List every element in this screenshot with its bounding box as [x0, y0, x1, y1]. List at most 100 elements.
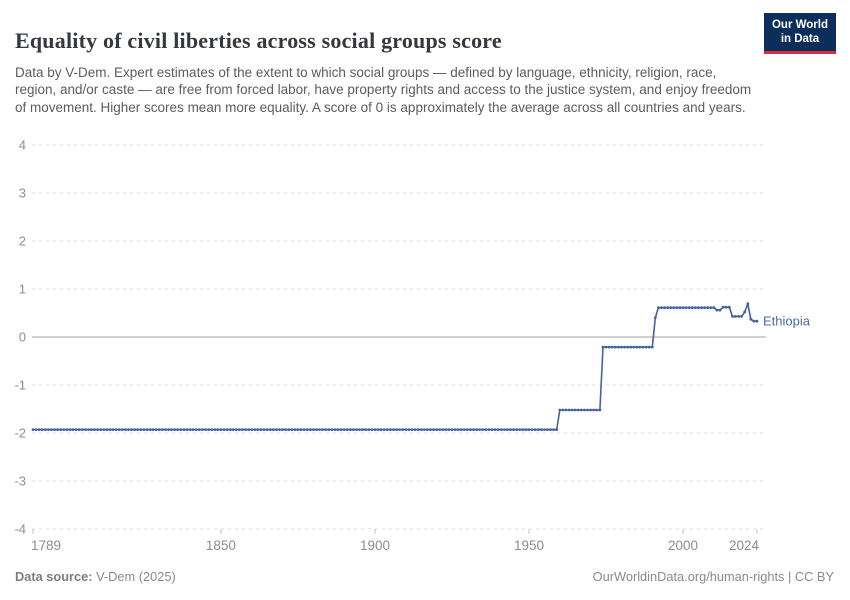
- series-point: [318, 428, 321, 431]
- series-point: [657, 306, 660, 310]
- series-point: [737, 315, 740, 318]
- series-point: [601, 345, 605, 349]
- series-point: [444, 428, 448, 431]
- series-point: [515, 428, 519, 431]
- series-point: [77, 428, 81, 431]
- series-point: [407, 428, 411, 431]
- series-point: [527, 428, 531, 431]
- series-point: [207, 428, 211, 431]
- series-point: [204, 428, 207, 431]
- series-point: [296, 428, 300, 431]
- series-point: [105, 428, 109, 431]
- series-point: [136, 428, 140, 431]
- series-point: [690, 306, 694, 310]
- series-point: [154, 428, 158, 431]
- x-axis-label: 1789: [31, 538, 61, 553]
- series-point: [59, 428, 63, 431]
- series-point: [404, 428, 408, 431]
- y-axis-label: 4: [19, 138, 26, 153]
- series-point: [518, 428, 522, 431]
- series-point: [352, 428, 355, 431]
- series-point: [731, 315, 734, 318]
- series-point: [469, 428, 472, 431]
- series-point: [539, 428, 543, 431]
- series-point: [358, 428, 361, 431]
- series-point: [626, 345, 629, 349]
- series-point: [188, 428, 192, 431]
- series-point: [281, 428, 284, 431]
- series-point: [265, 428, 269, 431]
- series-point: [120, 428, 124, 431]
- series-point: [262, 428, 266, 431]
- series-point: [87, 428, 90, 431]
- series-point: [493, 428, 497, 431]
- series-point: [546, 428, 549, 431]
- series-point: [367, 428, 371, 431]
- series-point: [610, 345, 614, 349]
- series-point: [114, 428, 118, 431]
- series-point: [148, 428, 152, 431]
- owid-logo[interactable]: Our World in Data: [763, 13, 836, 54]
- series-point: [450, 428, 454, 431]
- series-point: [330, 428, 334, 431]
- series-point: [117, 428, 121, 431]
- series-point: [576, 408, 580, 412]
- series-point: [669, 306, 673, 310]
- x-axis-label: 1850: [206, 538, 236, 553]
- series-point: [419, 428, 423, 431]
- series-point: [62, 428, 66, 431]
- series-line[interactable]: [33, 301, 757, 431]
- series-point: [339, 428, 343, 431]
- y-axis-label: -4: [14, 522, 26, 537]
- series-point: [453, 428, 457, 431]
- series-point: [370, 428, 374, 431]
- series-point: [422, 428, 426, 431]
- series-point: [694, 306, 697, 310]
- series-point: [697, 306, 700, 310]
- series-point: [324, 428, 328, 431]
- series-point: [102, 428, 106, 431]
- series-point: [647, 345, 651, 349]
- series-point: [503, 428, 506, 431]
- data-source-value: V-Dem (2025): [92, 569, 176, 584]
- series-point: [127, 428, 130, 431]
- series-point: [191, 428, 195, 431]
- series-point: [589, 408, 592, 412]
- series-point: [379, 428, 383, 431]
- series-point: [712, 306, 716, 310]
- series-point: [290, 428, 294, 431]
- series-point: [703, 306, 706, 310]
- series-point: [90, 428, 93, 431]
- series-point: [595, 408, 599, 412]
- credit-link[interactable]: OurWorldinData.org/human-rights | CC BY: [592, 569, 834, 584]
- series-point: [432, 428, 435, 431]
- series-point: [173, 428, 177, 431]
- series-point: [663, 306, 666, 310]
- series-point: [395, 428, 398, 431]
- series-point: [213, 428, 217, 431]
- series-point: [157, 428, 161, 431]
- series-point: [653, 316, 657, 320]
- series-point: [709, 306, 713, 310]
- series-point: [564, 408, 568, 412]
- series-point: [151, 428, 155, 431]
- series-point: [130, 428, 134, 431]
- series-point: [592, 408, 596, 412]
- series-point: [484, 428, 488, 431]
- series-point: [305, 428, 309, 431]
- series-point: [345, 428, 349, 431]
- series-point: [598, 408, 602, 412]
- series-point: [228, 428, 232, 431]
- series-point: [216, 428, 220, 431]
- series-point: [573, 408, 577, 412]
- series-point: [629, 345, 633, 349]
- series-point: [620, 345, 623, 349]
- series-point: [632, 345, 636, 349]
- series-end-label: Ethiopia: [763, 314, 811, 329]
- series-point: [37, 428, 41, 431]
- series-point: [210, 428, 214, 431]
- data-source-note: Data source: V-Dem (2025): [15, 569, 176, 584]
- series-point: [271, 428, 275, 431]
- series-point: [755, 319, 759, 323]
- series-point: [638, 345, 642, 349]
